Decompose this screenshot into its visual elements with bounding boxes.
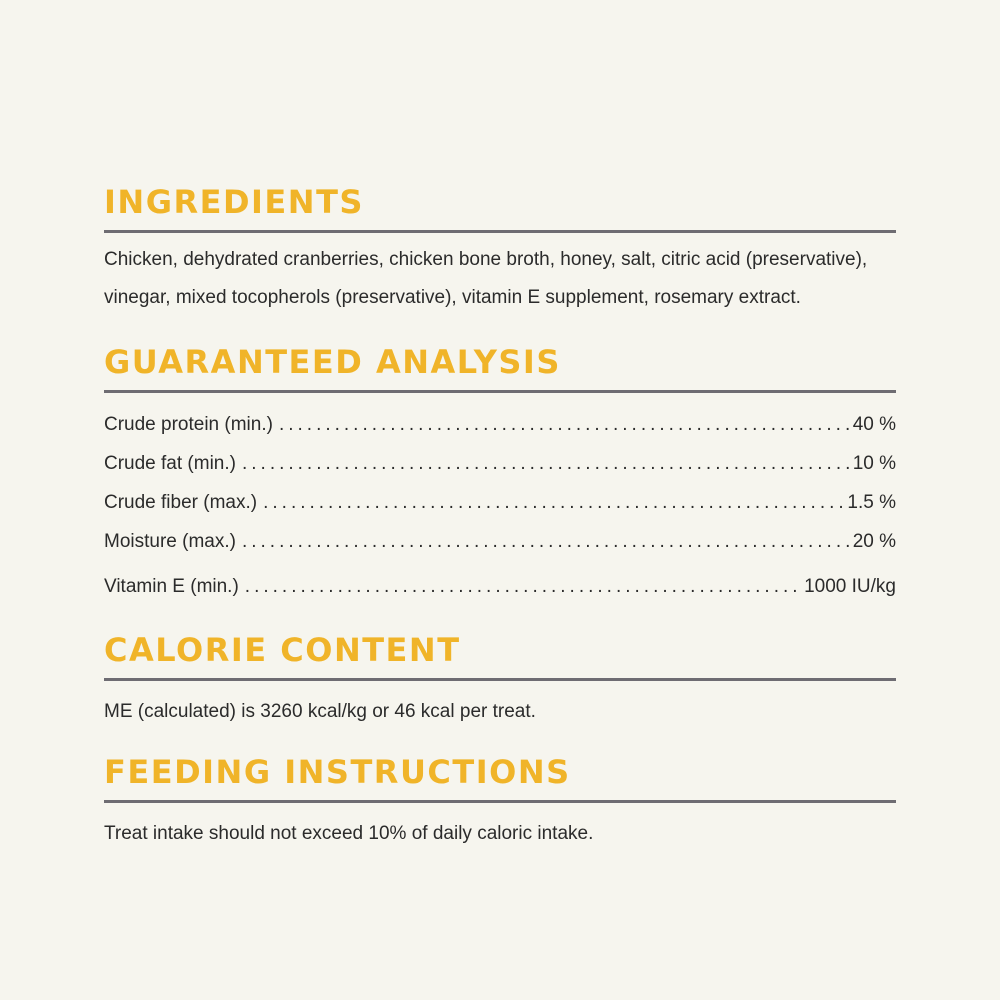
calorie-content-text: ME (calculated) is 3260 kcal/kg or 46 kc… [104,701,536,722]
feeding-instructions-text: Treat intake should not exceed 10% of da… [104,823,594,844]
analysis-value: 20 % [852,531,896,552]
dot-leader: ........................................… [263,492,844,513]
calorie-content-divider [104,678,896,681]
analysis-value: 1.5 % [847,492,896,513]
calorie-content-section: CALORIE CONTENT ME (calculated) is 3260 … [104,632,896,731]
analysis-row-crude-fat: Crude fat (min.) .......................… [104,444,896,483]
analysis-row-moisture: Moisture (max.) ........................… [104,522,896,561]
feeding-instructions-heading: FEEDING INSTRUCTIONS [104,753,571,791]
analysis-value: 1000 IU/kg [804,576,896,597]
dot-leader: ........................................… [244,576,800,597]
analysis-row-crude-protein: Crude protein (min.) ...................… [104,405,896,444]
analysis-label: Crude fat (min.) [104,453,236,474]
ingredients-text: Chicken, dehydrated cranberries, chicken… [104,249,868,308]
analysis-label: Vitamin E (min.) [104,576,239,597]
analysis-row-crude-fiber: Crude fiber (max.) .....................… [104,483,896,522]
analysis-label: Crude protein (min.) [104,414,273,435]
analysis-label: Crude fiber (max.) [104,492,258,513]
ingredients-section: INGREDIENTS Chicken, dehydrated cranberr… [104,184,896,317]
dot-leader: ........................................… [241,531,849,552]
analysis-row-vitamin-e: Vitamin E (min.) .......................… [104,567,896,606]
dot-leader: ........................................… [241,453,849,474]
feeding-instructions-section: FEEDING INSTRUCTIONS Treat intake should… [104,754,896,853]
analysis-value: 10 % [852,453,896,474]
ingredients-heading: INGREDIENTS [104,183,364,221]
analysis-value: 40 % [852,414,896,435]
ingredients-divider [104,230,896,233]
guaranteed-analysis-divider [104,390,896,393]
dot-leader: ........................................… [278,414,849,435]
feeding-instructions-divider [104,800,896,803]
analysis-table: Crude protein (min.) ...................… [104,405,896,606]
guaranteed-analysis-section: GUARANTEED ANALYSIS Crude protein (min.)… [104,344,896,606]
calorie-content-heading: CALORIE CONTENT [104,631,461,669]
guaranteed-analysis-heading: GUARANTEED ANALYSIS [104,343,561,381]
analysis-label: Moisture (max.) [104,531,236,552]
